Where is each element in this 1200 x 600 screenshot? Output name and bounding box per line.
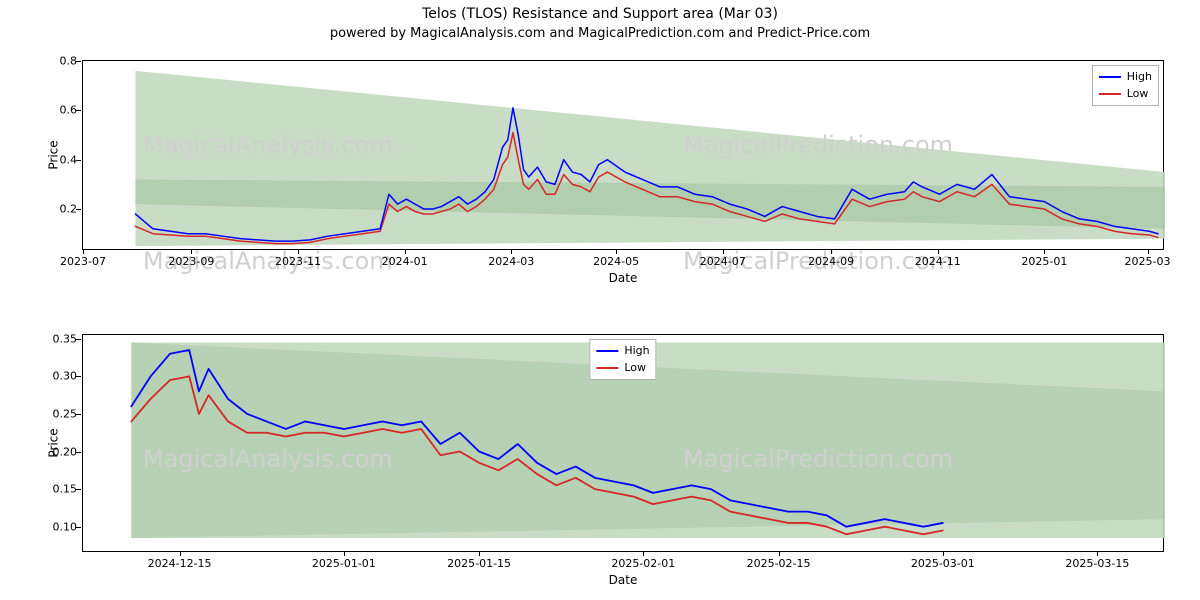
xtick-label: 2023-07 xyxy=(60,255,106,268)
legend-item: Low xyxy=(596,360,649,377)
tick-mark xyxy=(83,249,84,254)
ytick-label: 0.15 xyxy=(53,483,78,496)
ytick-label: 0.6 xyxy=(60,104,78,117)
chart-bottom: Price Date HighLow MagicalAnalysis.com M… xyxy=(82,334,1164,552)
ytick-label: 0.25 xyxy=(53,407,78,420)
chart-top: Price Date HighLow MagicalAnalysis.com M… xyxy=(82,60,1164,250)
legend-label: High xyxy=(1127,69,1152,86)
tick-mark xyxy=(1097,551,1098,556)
chart1-legend: HighLow xyxy=(1092,65,1159,106)
tick-mark xyxy=(616,249,617,254)
xtick-label: 2025-01-01 xyxy=(312,557,376,570)
legend-item: High xyxy=(596,343,649,360)
legend-swatch xyxy=(1099,76,1121,78)
chart2-legend: HighLow xyxy=(589,339,656,380)
tick-mark xyxy=(298,249,299,254)
legend-swatch xyxy=(596,367,618,369)
tick-mark xyxy=(938,249,939,254)
xtick-label: 2025-03-01 xyxy=(911,557,975,570)
ytick-label: 0.4 xyxy=(60,153,78,166)
xtick-label: 2024-01 xyxy=(382,255,428,268)
xtick-label: 2023-11 xyxy=(275,255,321,268)
xtick-label: 2023-09 xyxy=(168,255,214,268)
ytick-label: 0.2 xyxy=(60,203,78,216)
chart1-xlabel: Date xyxy=(609,271,638,285)
chart-subtitle: powered by MagicalAnalysis.com and Magic… xyxy=(0,22,1200,45)
tick-mark xyxy=(405,249,406,254)
ytick-label: 0.8 xyxy=(60,55,78,68)
xtick-label: 2024-09 xyxy=(808,255,854,268)
xtick-label: 2025-02-15 xyxy=(747,557,811,570)
tick-mark xyxy=(723,249,724,254)
tick-mark xyxy=(479,551,480,556)
tick-mark xyxy=(344,551,345,556)
tick-mark xyxy=(1044,249,1045,254)
xtick-label: 2024-03 xyxy=(488,255,534,268)
legend-label: Low xyxy=(1127,86,1149,103)
legend-label: Low xyxy=(624,360,646,377)
tick-mark xyxy=(779,551,780,556)
xtick-label: 2024-05 xyxy=(593,255,639,268)
ytick-label: 0.30 xyxy=(53,370,78,383)
legend-swatch xyxy=(596,350,618,352)
legend-item: High xyxy=(1099,69,1152,86)
tick-mark xyxy=(511,249,512,254)
xtick-label: 2025-02-01 xyxy=(611,557,675,570)
xtick-label: 2024-11 xyxy=(915,255,961,268)
tick-mark xyxy=(1148,249,1149,254)
chart2-xlabel: Date xyxy=(609,573,638,587)
xtick-label: 2025-03 xyxy=(1125,255,1171,268)
xtick-label: 2025-01 xyxy=(1021,255,1067,268)
ytick-label: 0.20 xyxy=(53,445,78,458)
xtick-label: 2025-01-15 xyxy=(447,557,511,570)
xtick-label: 2025-03-15 xyxy=(1065,557,1129,570)
tick-mark xyxy=(943,551,944,556)
ytick-label: 0.10 xyxy=(53,520,78,533)
ytick-label: 0.35 xyxy=(53,332,78,345)
chart-title: Telos (TLOS) Resistance and Support area… xyxy=(0,0,1200,22)
xtick-label: 2024-12-15 xyxy=(148,557,212,570)
tick-mark xyxy=(180,551,181,556)
tick-mark xyxy=(831,249,832,254)
tick-mark xyxy=(643,551,644,556)
tick-mark xyxy=(191,249,192,254)
legend-item: Low xyxy=(1099,86,1152,103)
xtick-label: 2024-07 xyxy=(700,255,746,268)
legend-label: High xyxy=(624,343,649,360)
legend-swatch xyxy=(1099,93,1121,95)
